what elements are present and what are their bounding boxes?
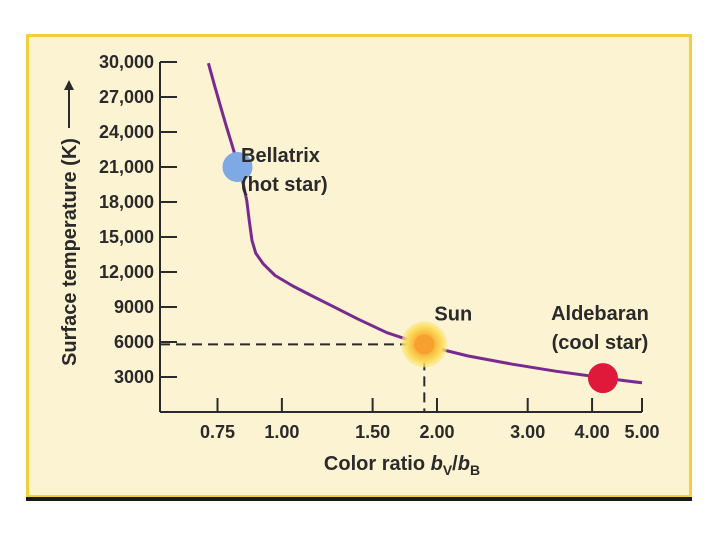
x-tick-label: 0.75 — [200, 422, 235, 442]
y-tick-label: 6000 — [114, 332, 154, 352]
x-axis-label-denominator-sub: B — [470, 462, 480, 478]
y-tick-label: 24,000 — [99, 122, 154, 142]
star-marker-bellatrix — [222, 152, 253, 182]
star-marker-aldebaran — [587, 363, 618, 394]
x-tick-label: 1.50 — [355, 422, 390, 442]
x-tick-label: 3.00 — [510, 422, 545, 442]
x-axis-label-denominator: b — [458, 453, 470, 475]
star-desc-aldebaran: (cool star) — [552, 332, 649, 354]
y-tick-label: 3000 — [114, 367, 154, 387]
y-tick-label: 21,000 — [99, 157, 154, 177]
y-ticks: 3000 6000 9000 12,000 15,000 18,000 21,000 24,0… — [99, 52, 177, 387]
y-tick-label: 15,000 — [99, 227, 154, 247]
star-label-aldebaran: Aldebaran — [551, 303, 649, 325]
y-tick-label: 9000 — [114, 297, 154, 317]
x-axis-label: Color ratio bV/bB — [324, 453, 480, 478]
y-axis-title: Surface temperature (K) — [59, 80, 81, 366]
y-axis-label: Surface temperature (K) — [59, 138, 81, 366]
star-label-sun: Sun — [434, 303, 472, 325]
y-tick-label: 12,000 — [99, 262, 154, 282]
x-tick-label: 2.00 — [419, 422, 454, 442]
stars-layer: Bellatrix (hot star) Sun Aldebaran (cool sta… — [222, 145, 649, 394]
sun-guide-lines — [160, 343, 426, 412]
x-tick-label: 1.00 — [264, 422, 299, 442]
bottom-rule — [26, 497, 692, 501]
star-label-bellatrix: Bellatrix — [241, 145, 320, 167]
x-ticks: 0.75 1.00 1.50 2.00 3.00 4.00 5.00 — [200, 398, 660, 442]
x-axis-label-prefix: Color ratio — [324, 453, 431, 475]
series-layer — [206, 62, 643, 385]
chart-panel — [26, 34, 692, 498]
axes — [159, 62, 642, 413]
x-tick-label: 5.00 — [624, 422, 659, 442]
y-tick-label: 18,000 — [99, 192, 154, 212]
x-axis-label-slash: / — [452, 453, 458, 475]
y-tick-label: 27,000 — [99, 87, 154, 107]
x-tick-label: 4.00 — [575, 422, 610, 442]
y-tick-label: 30,000 — [99, 52, 154, 72]
x-axis-label-numerator-sub: V — [443, 462, 453, 478]
series-line — [206, 62, 643, 385]
star-marker-sun-core — [414, 334, 435, 355]
y-axis-arrow-head — [64, 80, 74, 90]
star-desc-bellatrix: (hot star) — [241, 174, 328, 196]
x-axis-label-numerator: b — [431, 453, 443, 475]
